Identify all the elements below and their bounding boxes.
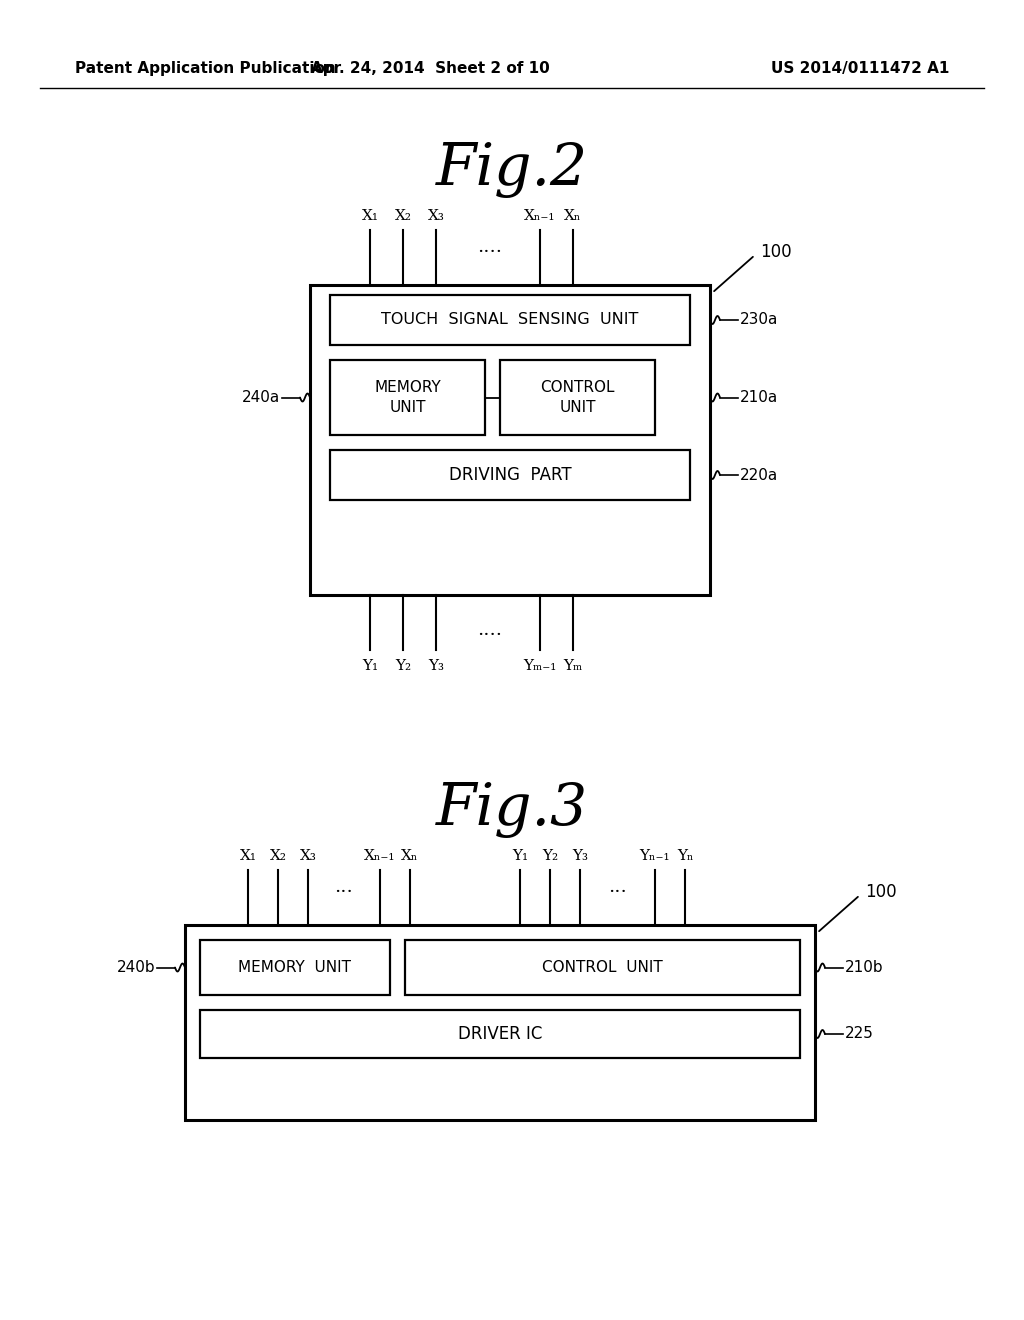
Text: Patent Application Publication: Patent Application Publication xyxy=(75,61,336,75)
Text: Y₁: Y₁ xyxy=(512,849,528,863)
Text: Yₙ₋₁: Yₙ₋₁ xyxy=(640,849,671,863)
Text: Yₙ: Yₙ xyxy=(677,849,693,863)
Text: 240b: 240b xyxy=(117,960,155,975)
Text: 100: 100 xyxy=(865,883,897,902)
Text: X₃: X₃ xyxy=(300,849,316,863)
Text: Apr. 24, 2014  Sheet 2 of 10: Apr. 24, 2014 Sheet 2 of 10 xyxy=(310,61,549,75)
Text: X₁: X₁ xyxy=(361,209,379,223)
Text: Xₙ₋₁: Xₙ₋₁ xyxy=(365,849,395,863)
Text: Xₙ: Xₙ xyxy=(401,849,419,863)
Text: Y₃: Y₃ xyxy=(428,659,444,673)
Text: MEMORY
UNIT: MEMORY UNIT xyxy=(374,380,441,414)
Text: Yₘ₋₁: Yₘ₋₁ xyxy=(523,659,557,673)
Text: 230a: 230a xyxy=(740,313,778,327)
Text: Fig.3: Fig.3 xyxy=(436,781,588,838)
Text: Yₘ: Yₘ xyxy=(563,659,583,673)
Bar xyxy=(200,1010,800,1059)
Text: 220a: 220a xyxy=(740,467,778,483)
Text: CONTROL  UNIT: CONTROL UNIT xyxy=(542,960,663,975)
Text: 100: 100 xyxy=(760,243,792,261)
Bar xyxy=(310,285,710,595)
Text: TOUCH  SIGNAL  SENSING  UNIT: TOUCH SIGNAL SENSING UNIT xyxy=(381,313,639,327)
Text: US 2014/0111472 A1: US 2014/0111472 A1 xyxy=(771,61,949,75)
Text: Xₙ: Xₙ xyxy=(564,209,582,223)
Bar xyxy=(330,450,690,500)
Text: 225: 225 xyxy=(845,1027,873,1041)
Text: ...: ... xyxy=(335,878,353,896)
Text: X₃: X₃ xyxy=(428,209,444,223)
Text: Y₁: Y₁ xyxy=(361,659,378,673)
Text: Y₃: Y₃ xyxy=(572,849,588,863)
Text: ....: .... xyxy=(477,620,503,639)
Text: ...: ... xyxy=(607,878,627,896)
Text: Y₂: Y₂ xyxy=(395,659,411,673)
Bar xyxy=(500,360,655,436)
Text: MEMORY  UNIT: MEMORY UNIT xyxy=(239,960,351,975)
Text: X₁: X₁ xyxy=(240,849,256,863)
Text: ....: .... xyxy=(477,238,503,256)
Bar xyxy=(330,360,485,436)
Text: 210a: 210a xyxy=(740,389,778,405)
Bar xyxy=(330,294,690,345)
Text: CONTROL
UNIT: CONTROL UNIT xyxy=(541,380,614,414)
Text: X₂: X₂ xyxy=(269,849,287,863)
Bar xyxy=(200,940,390,995)
Text: 210b: 210b xyxy=(845,960,884,975)
Text: Fig.2: Fig.2 xyxy=(436,141,588,198)
Text: Y₂: Y₂ xyxy=(542,849,558,863)
Text: DRIVING  PART: DRIVING PART xyxy=(449,466,571,484)
Text: 240a: 240a xyxy=(242,389,280,405)
Text: DRIVER IC: DRIVER IC xyxy=(458,1026,542,1043)
Bar xyxy=(185,925,815,1119)
Text: Xₙ₋₁: Xₙ₋₁ xyxy=(524,209,556,223)
Bar xyxy=(406,940,800,995)
Text: X₂: X₂ xyxy=(394,209,412,223)
